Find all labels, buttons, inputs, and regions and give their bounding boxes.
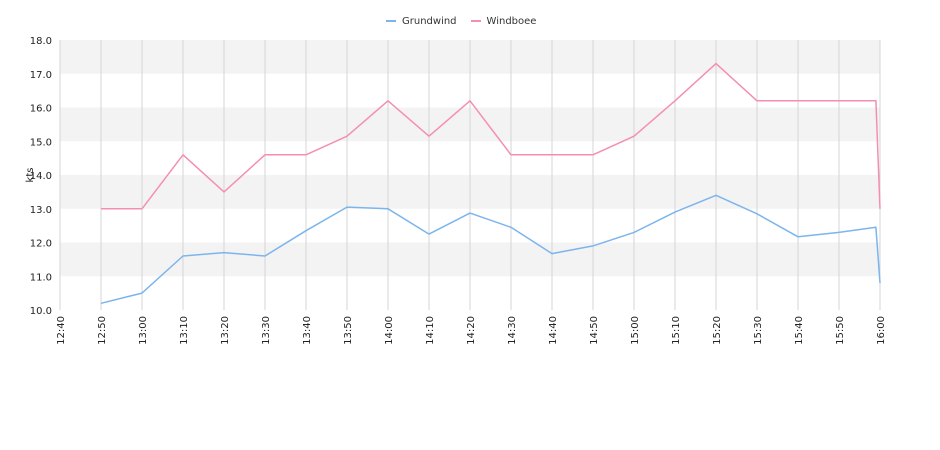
x-tick-label: 14:40 [548,316,559,345]
x-tick-label: 15:50 [835,316,846,345]
x-tick-label: 14:30 [507,316,518,345]
x-tick-label: 13:50 [343,316,354,345]
legend-swatch-windboee [470,20,481,22]
y-tick-label: 11.0 [30,272,52,283]
x-axis-ticks: 12:40 12:50 13:00 13:10 13:20 13:30 13:40 13:50… [56,316,887,345]
y-tick-label: 17.0 [30,70,52,81]
x-tick-label: 16:00 [876,316,887,345]
y-tick-label: 10.0 [30,306,52,317]
x-tick-label: 15:10 [671,316,682,345]
x-tick-label: 15:40 [794,316,805,345]
x-tick-label: 14:10 [425,316,436,345]
x-tick-label: 14:50 [589,316,600,345]
x-tick-label: 14:20 [466,316,477,345]
x-tick-label: 13:30 [261,316,272,345]
legend: Grundwind Windboee [386,13,536,29]
x-tick-label: 13:20 [220,316,231,345]
legend-item-windboee[interactable]: Windboee [470,15,537,27]
series-line-grundwind[interactable] [100,194,881,305]
x-tick-label: 12:40 [56,316,67,345]
x-tick-label: 15:30 [753,316,764,345]
legend-label-grundwind: Grundwind [402,15,457,27]
legend-label-windboee: Windboee [486,15,537,27]
vertical-gridlines [59,40,881,310]
y-tick-label: 15.0 [30,137,52,148]
x-tick-label: 15:20 [712,316,723,345]
x-tick-label: 13:10 [179,316,190,345]
series-lines [100,62,881,305]
x-tick-label: 13:40 [302,316,313,345]
legend-item-grundwind[interactable]: Grundwind [386,16,457,27]
x-tick-label: 15:00 [630,316,641,345]
x-tick-label: 13:00 [138,316,149,345]
series-line-windboee[interactable] [101,62,881,210]
y-tick-label: 12.0 [30,239,52,250]
y-tick-label: 18.0 [30,36,52,47]
x-tick-label: 14:00 [384,316,395,345]
y-tick-label: 16.0 [30,104,52,115]
y-tick-label: 13.0 [30,205,52,216]
x-tick-label: 12:50 [97,316,108,345]
legend-swatch-grundwind [386,20,396,22]
y-axis-label: kts [25,168,36,183]
y-axis-ticks: 10.0 11.0 12.0 13.0 14.0 15.0 16.0 17.0 18.0 [30,36,52,317]
y-tick-label: 14.0 [30,171,52,182]
